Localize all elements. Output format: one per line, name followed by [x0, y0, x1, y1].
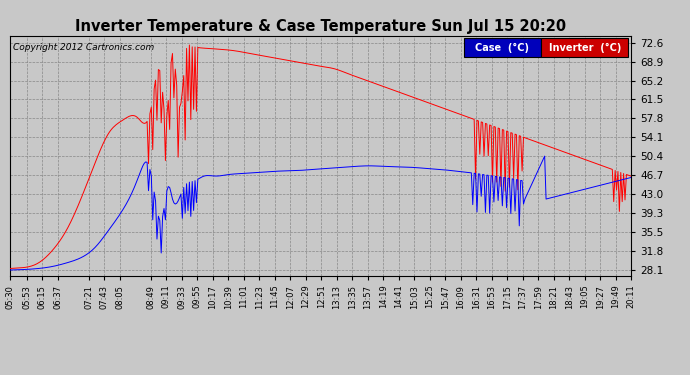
- Title: Inverter Temperature & Case Temperature Sun Jul 15 20:20: Inverter Temperature & Case Temperature …: [75, 20, 566, 34]
- Text: Case  (°C): Case (°C): [475, 43, 529, 52]
- Text: Copyright 2012 Cartronics.com: Copyright 2012 Cartronics.com: [14, 43, 155, 52]
- Text: Inverter  (°C): Inverter (°C): [549, 43, 621, 52]
- FancyBboxPatch shape: [464, 38, 542, 57]
- FancyBboxPatch shape: [542, 38, 628, 57]
